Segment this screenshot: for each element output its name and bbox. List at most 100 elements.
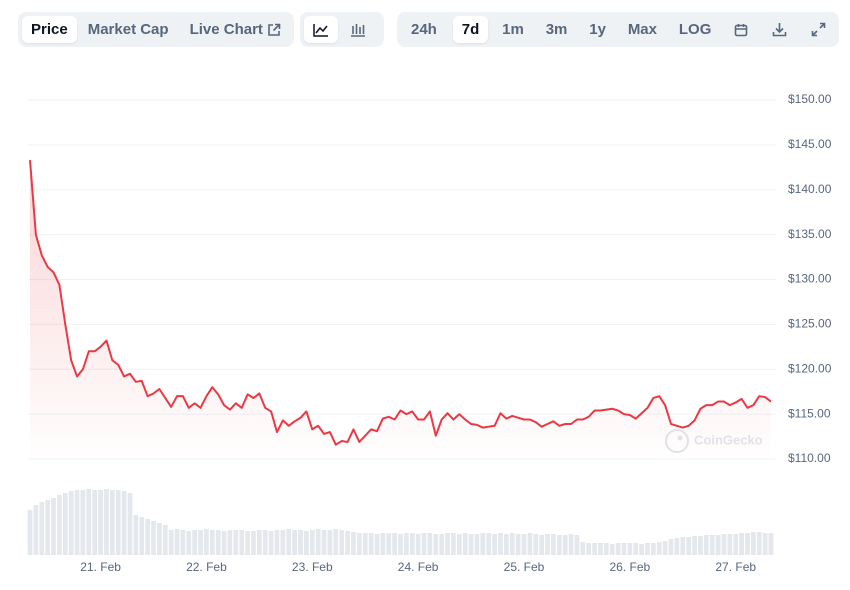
y-tick-label: $125.00 — [788, 317, 832, 331]
range-button[interactable]: 1y — [589, 21, 606, 38]
external-link-icon — [268, 23, 281, 36]
download-button[interactable] — [763, 16, 796, 43]
x-tick-label: 24. Feb — [398, 560, 439, 574]
volume-bar — [598, 543, 603, 555]
volume-bar — [574, 535, 580, 555]
volume-bar — [468, 534, 474, 555]
volume-bar — [292, 530, 297, 555]
volume-bar — [721, 534, 727, 555]
volume-bar — [27, 510, 33, 555]
volume-bar — [351, 532, 356, 555]
tab-label: Live Chart — [189, 21, 263, 38]
volume-bar — [404, 533, 409, 555]
volume-bar — [151, 521, 156, 555]
volume-bar — [321, 530, 327, 555]
range-button[interactable]: 3m — [545, 21, 568, 38]
volume-bar — [333, 529, 339, 555]
volume-bar — [74, 490, 80, 555]
y-tick-label: $140.00 — [788, 182, 832, 196]
volume-bar — [662, 541, 668, 555]
volume-bar — [545, 534, 550, 555]
volume-bar — [368, 533, 374, 555]
x-tick-label: 27. Feb — [715, 560, 756, 574]
volume-bar — [509, 533, 515, 555]
y-tick-label: $115.00 — [788, 406, 831, 420]
tab[interactable]: Market Cap — [87, 21, 169, 38]
volume-bar — [315, 529, 321, 555]
volume-bar — [62, 493, 68, 555]
y-tick-label: $135.00 — [788, 227, 832, 241]
volume-bar — [257, 530, 262, 555]
volume-bar — [392, 533, 397, 555]
volume-bar — [551, 534, 556, 555]
volume-bar — [109, 490, 115, 555]
volume-bar — [709, 535, 715, 555]
y-tick-label: $145.00 — [788, 137, 832, 151]
volume-bar — [374, 534, 380, 555]
range-button[interactable]: 24h — [411, 21, 437, 38]
volume-bar — [121, 491, 127, 555]
x-tick-label: 26. Feb — [610, 560, 651, 574]
volume-bar — [192, 530, 198, 555]
watermark-text: CoinGecko — [694, 432, 763, 447]
volume-bar — [504, 534, 509, 555]
range-button[interactable]: 7d — [452, 16, 489, 43]
calendar-button[interactable] — [725, 16, 757, 43]
candle-icon — [351, 23, 365, 37]
volume-bar — [57, 495, 62, 555]
price-area — [30, 160, 771, 465]
x-tick-label: 21. Feb — [80, 560, 121, 574]
fullscreen-button[interactable] — [802, 16, 835, 43]
volume-bar — [92, 490, 98, 555]
volume-bar — [327, 530, 333, 555]
volume-bar — [586, 543, 592, 555]
volume-bar — [86, 489, 92, 555]
range-button[interactable]: 1m — [502, 21, 524, 38]
volume-bar — [733, 534, 739, 555]
volume-bar — [262, 530, 268, 555]
y-tick-label: $120.00 — [788, 361, 832, 375]
watermark-logo — [665, 429, 689, 453]
volume-bar — [645, 543, 650, 555]
volume-bar — [39, 502, 45, 555]
volume-bar — [139, 517, 145, 555]
volume-bar — [186, 531, 192, 555]
log-button[interactable]: LOG — [678, 21, 712, 38]
volume-bar — [692, 536, 697, 555]
volume-bar — [233, 530, 239, 555]
candle-chart-button[interactable] — [338, 16, 378, 43]
tab[interactable]: Live Chart — [180, 16, 286, 43]
tab[interactable]: Price — [22, 16, 77, 43]
volume-bar — [304, 531, 309, 555]
volume-bar — [204, 529, 209, 555]
view-tabs: Price Market Cap Live Chart — [18, 12, 294, 47]
volume-bar — [727, 534, 733, 555]
volume-bar — [492, 534, 497, 555]
volume-bar — [615, 543, 621, 555]
volume-bar — [356, 533, 362, 555]
volume-bar — [362, 533, 368, 555]
volume-bar — [162, 525, 168, 555]
line-chart-button[interactable] — [304, 16, 338, 43]
volume-bar — [639, 544, 644, 555]
volume-bar — [568, 534, 574, 555]
volume-bar — [127, 493, 133, 555]
range-button[interactable]: Max — [627, 21, 657, 38]
volume-bar — [762, 533, 768, 555]
volume-bar — [680, 537, 686, 555]
line-icon — [313, 23, 328, 37]
volume-bar — [309, 530, 315, 555]
volume-bar — [174, 529, 180, 555]
volume-bar — [445, 533, 450, 555]
volume-bar — [268, 531, 274, 555]
volume-bar — [168, 530, 174, 555]
volume-bar — [386, 533, 392, 555]
download-icon — [772, 23, 787, 37]
volume-bar — [286, 529, 292, 555]
volume-bar — [480, 533, 486, 555]
volume-bar — [133, 515, 139, 555]
volume-bar — [651, 543, 656, 555]
volume-bar — [239, 530, 245, 555]
